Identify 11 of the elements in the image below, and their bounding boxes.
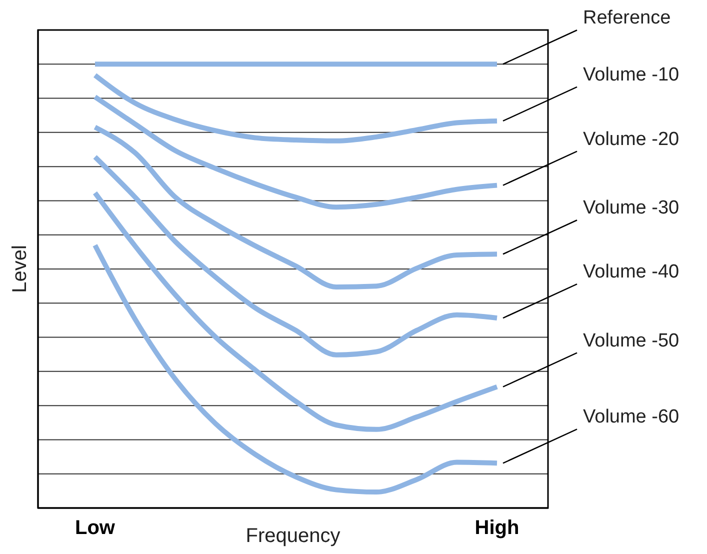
x-tick-label: Low (75, 517, 116, 539)
x-axis-title: Frequency (246, 525, 340, 547)
text: Reference (583, 8, 671, 29)
x-tick-label: High (474, 517, 520, 539)
text: Volume -50 (583, 330, 680, 352)
text: Volume -20 (583, 128, 680, 150)
text: Volume -30 (583, 198, 680, 219)
y-axis-title: Level (9, 245, 31, 293)
text: Volume -10 (583, 64, 680, 86)
text: Volume -60 (583, 406, 680, 428)
text: Volume -40 (583, 262, 680, 283)
